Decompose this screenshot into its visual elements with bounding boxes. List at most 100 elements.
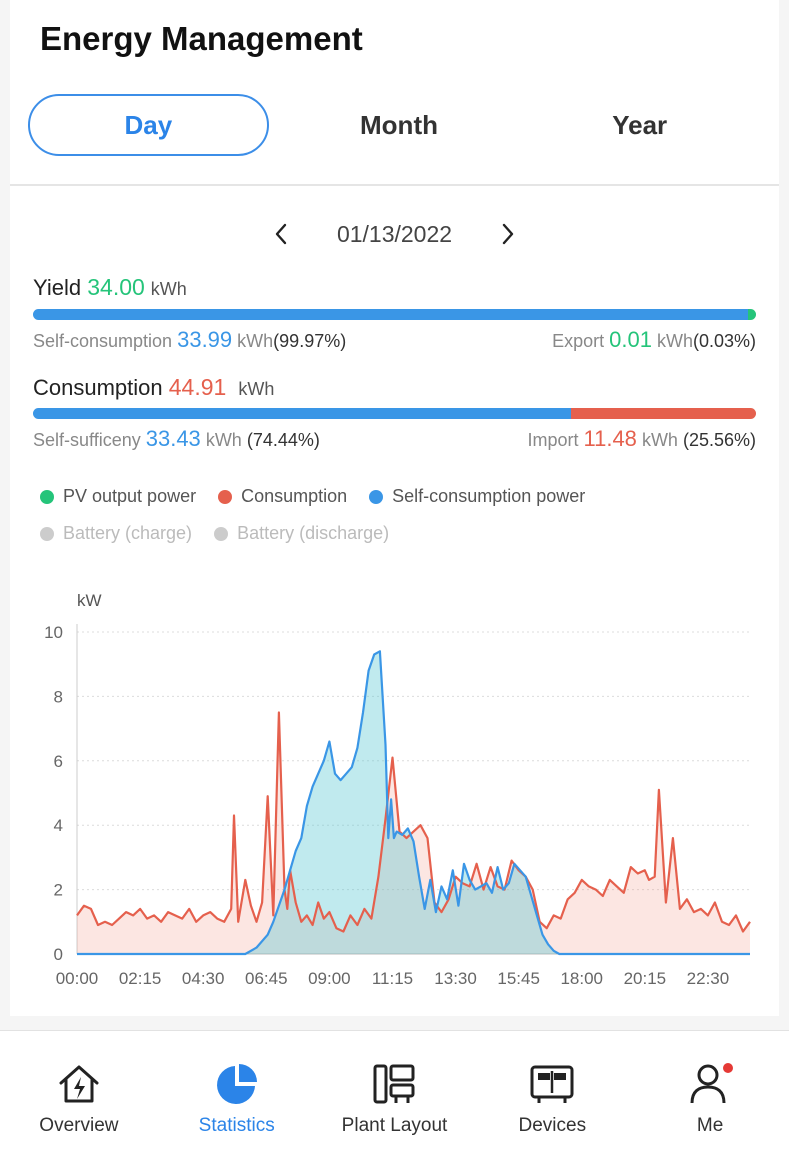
yield-label: Yield — [33, 275, 82, 300]
import-stat: Import 11.48 kWh (25.56%) — [527, 426, 756, 452]
legend-battery-discharge[interactable]: Battery (discharge) — [214, 523, 389, 544]
series-line — [77, 650, 750, 956]
nav-plant-layout[interactable]: Plant Layout — [316, 1031, 474, 1152]
y-tick-label: 2 — [54, 881, 63, 900]
y-tick-label: 8 — [54, 687, 63, 706]
nav-label: Plant Layout — [341, 1115, 448, 1136]
legend-self-consumption[interactable]: Self-consumption power — [369, 486, 585, 507]
chart-legend-row-1: PV output power Consumption Self-consump… — [40, 486, 607, 507]
house-bolt-icon — [56, 1061, 102, 1107]
export-pct: (0.03%) — [692, 331, 756, 351]
series-area — [77, 712, 750, 954]
legend-dot-icon — [40, 489, 54, 504]
self-consumption-unit: kWh — [237, 331, 274, 351]
y-axis-unit: kW — [77, 591, 102, 610]
period-tabs: Day Month Year — [28, 94, 760, 156]
chevron-left-icon[interactable] — [261, 218, 301, 250]
date-label[interactable]: 01/13/2022 — [336, 220, 453, 247]
import-unit: kWh — [641, 430, 678, 450]
y-tick-label: 4 — [54, 816, 63, 835]
legend-dot-icon — [214, 526, 229, 541]
legend-label: PV output power — [63, 486, 197, 506]
header-divider — [10, 184, 779, 186]
yield-summary: Yield 34.00 kWh — [33, 274, 187, 301]
x-tick-label: 11:15 — [372, 969, 413, 988]
self-sufficiency-stat: Self-sufficeny 33.43 kWh (74.44%) — [33, 426, 320, 452]
consumption-label: Consumption — [33, 375, 163, 400]
tab-month[interactable]: Month — [360, 109, 438, 140]
export-unit: kWh — [656, 331, 693, 351]
self-consumption-bar-segment — [33, 309, 748, 320]
nav-label: Devices — [518, 1115, 587, 1136]
series-line — [76, 711, 751, 933]
self-sufficiency-pct: (74.44%) — [246, 430, 320, 450]
header: Energy Management Day Month Year — [10, 0, 779, 184]
legend-pv-output[interactable]: PV output power — [40, 486, 196, 507]
yield-bar — [33, 309, 756, 320]
plant-layout-icon — [371, 1061, 417, 1107]
tab-day[interactable]: Day — [28, 94, 269, 156]
self-sufficiency-unit: kWh — [205, 430, 242, 450]
page-title: Energy Management — [40, 20, 363, 57]
self-consumption-label: Self-consumption — [33, 331, 173, 351]
x-tick-label: 04:30 — [182, 969, 225, 988]
x-tick-label: 22:30 — [687, 969, 730, 988]
nav-label: Overview — [39, 1115, 119, 1136]
consumption-summary: Consumption 44.91 kWh — [33, 374, 274, 401]
x-tick-label: 02:15 — [119, 969, 162, 988]
person-icon — [687, 1061, 734, 1107]
bottom-nav: Overview Statistics Plant Layout — [0, 1030, 789, 1152]
legend-dot-icon — [40, 526, 54, 541]
y-tick-label: 6 — [54, 752, 63, 771]
consumption-unit: kWh — [238, 379, 275, 399]
tab-year[interactable]: Year — [612, 109, 668, 140]
nav-label: Me — [696, 1115, 724, 1136]
nav-devices[interactable]: Devices — [473, 1031, 631, 1152]
export-stat: Export 0.01 kWh(0.03%) — [552, 327, 756, 353]
export-bar-segment — [748, 309, 756, 320]
notification-badge — [723, 1063, 734, 1073]
self-consumption-stat: Self-consumption 33.99 kWh(99.97%) — [33, 327, 346, 353]
x-tick-label: 15:45 — [497, 969, 540, 988]
legend-label: Self-consumption power — [392, 486, 586, 506]
consumption-bar — [33, 408, 756, 419]
x-tick-label: 06:45 — [245, 969, 288, 988]
x-tick-label: 13:30 — [434, 969, 477, 988]
self-sufficiency-label: Self-sufficeny — [33, 430, 141, 450]
import-value: 11.48 — [583, 426, 637, 451]
self-consumption-value: 33.99 — [177, 327, 233, 352]
devices-icon — [529, 1061, 575, 1107]
import-label: Import — [527, 430, 579, 450]
y-tick-label: 10 — [44, 623, 63, 642]
legend-battery-charge[interactable]: Battery (charge) — [40, 523, 192, 544]
legend-consumption[interactable]: Consumption — [218, 486, 347, 507]
chart-legend-row-2: Battery (charge) Battery (discharge) — [40, 523, 411, 544]
export-value: 0.01 — [609, 327, 652, 352]
x-tick-label: 09:00 — [308, 969, 351, 988]
yield-value: 34.00 — [87, 274, 145, 300]
x-tick-label: 00:00 — [56, 969, 99, 988]
consumption-value: 44.91 — [168, 374, 227, 400]
y-tick-label: 0 — [54, 945, 63, 964]
nav-statistics[interactable]: Statistics — [158, 1031, 316, 1152]
power-chart[interactable]: 0 2 4 6 8 10 kW 00:00 02:15 04:30 06:45 09:00 11:15 1… — [10, 586, 779, 1006]
legend-label: Consumption — [241, 486, 348, 506]
nav-me[interactable]: Me — [631, 1031, 789, 1152]
statistics-card: 01/13/2022 Yield 34.00 kWh Self-consumpti… — [10, 186, 779, 1016]
date-selector: 01/13/2022 — [10, 218, 779, 250]
self-consumption-pct: (99.97%) — [273, 331, 347, 351]
legend-dot-icon — [218, 489, 233, 504]
import-bar-segment — [571, 408, 756, 419]
yield-unit: kWh — [150, 279, 187, 299]
nav-overview[interactable]: Overview — [0, 1031, 158, 1152]
nav-label: Statistics — [198, 1115, 275, 1136]
chevron-right-icon[interactable] — [488, 218, 528, 250]
import-pct: (25.56%) — [682, 430, 756, 450]
legend-dot-icon — [369, 489, 384, 504]
x-tick-label: 18:00 — [560, 969, 603, 988]
x-tick-label: 20:15 — [624, 969, 667, 988]
series-area — [77, 651, 750, 954]
legend-label: Battery (discharge) — [237, 523, 390, 543]
self-sufficiency-bar-segment — [33, 408, 572, 419]
legend-label: Battery (charge) — [63, 523, 193, 543]
